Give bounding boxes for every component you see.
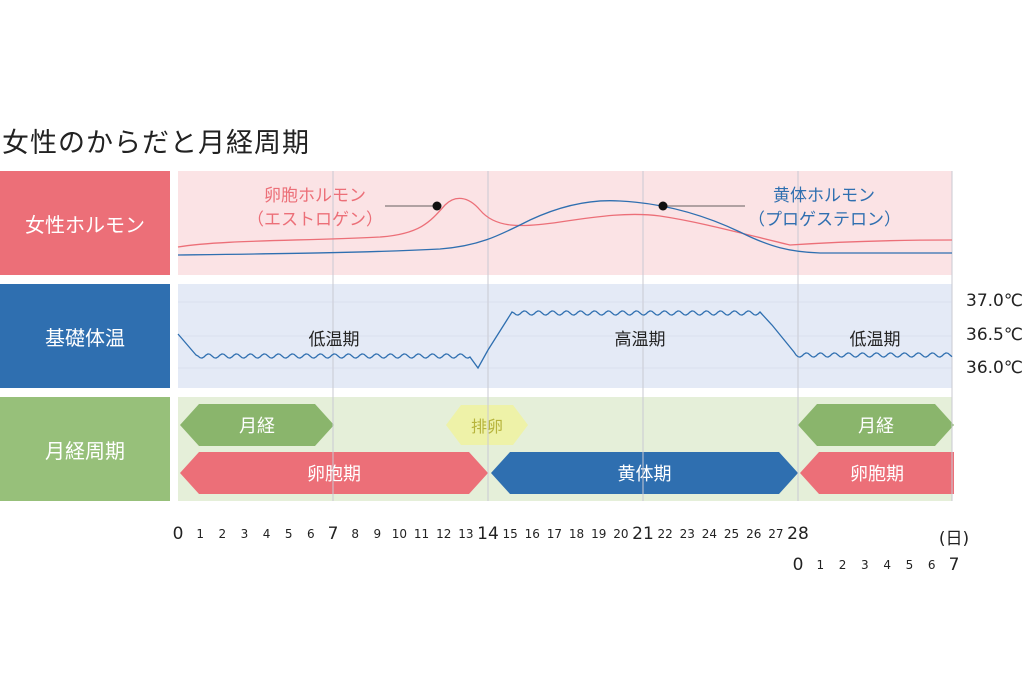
day-tick: 16 <box>524 527 540 541</box>
day-tick: 13 <box>458 527 474 541</box>
day-tick: 12 <box>436 527 452 541</box>
day-tick: 28 <box>787 524 809 544</box>
row-label-cycle: 月経周期 <box>0 397 170 501</box>
progesterone-curve <box>177 200 952 256</box>
day-tick: 21 <box>632 524 654 544</box>
temp-label-36-5: 36.5℃ <box>966 325 1023 345</box>
ovulation-label: 排卵 <box>470 417 503 436</box>
day-axis-unit: (日) <box>938 529 970 549</box>
hormone-panel <box>178 171 952 275</box>
day-tick-next: 7 <box>948 555 960 575</box>
day-tick: 19 <box>591 527 607 541</box>
day-tick: 8 <box>351 527 359 541</box>
day-tick-next: 2 <box>838 558 847 572</box>
day-tick: 7 <box>327 524 339 544</box>
day-tick: 4 <box>262 527 271 541</box>
page-title: 女性のからだと月経周期 <box>2 128 310 159</box>
day-tick: 22 <box>657 527 673 541</box>
day-tick-next: 4 <box>883 558 891 572</box>
estrogen-peak-dot <box>432 201 442 211</box>
day-tick: 3 <box>240 527 249 541</box>
day-tick: 26 <box>746 527 762 541</box>
day-tick: 14 <box>477 524 499 544</box>
temp-label-36: 36.0℃ <box>966 358 1023 378</box>
day-tick: 17 <box>546 527 563 541</box>
ovulation-arrow: 排卵 <box>446 405 528 445</box>
luteal-arrow: 黄体期 <box>491 452 798 494</box>
phase-low-2: 低温期 <box>849 330 901 350</box>
day-tick: 27 <box>768 527 784 541</box>
row-label-temperature: 基礎体温 <box>0 284 170 388</box>
day-tick-next: 1 <box>816 558 825 572</box>
day-tick: 0 <box>172 524 184 544</box>
day-tick-next: 0 <box>792 555 804 575</box>
menses-label-1: 月経 <box>239 416 275 437</box>
day-tick: 23 <box>679 527 695 541</box>
estrogen-label-line1: 卵胞ホルモン <box>264 186 366 206</box>
day-tick: 2 <box>218 527 227 541</box>
day-tick: 11 <box>413 527 430 541</box>
day-tick-next: 5 <box>905 558 914 572</box>
estrogen-label: 卵胞ホルモン （エストロゲン） <box>245 184 385 232</box>
menses-label-2: 月経 <box>858 416 894 437</box>
day-tick: 24 <box>701 527 718 541</box>
day-tick: 20 <box>613 527 629 541</box>
row-label-hormone: 女性ホルモン <box>0 171 170 275</box>
follicular-arrow-2: 卵胞期 <box>800 452 954 494</box>
day-tick: 6 <box>307 527 315 541</box>
day-tick: 1 <box>196 527 204 541</box>
day-tick: 9 <box>373 527 382 541</box>
progesterone-peak-dot <box>658 201 668 211</box>
temp-gridlines <box>178 301 952 369</box>
estrogen-label-line2: （エストロゲン） <box>247 210 383 230</box>
temp-label-37: 37.0℃ <box>966 291 1023 311</box>
follicular-label-2: 卵胞期 <box>850 464 904 485</box>
estrogen-curve <box>177 197 953 248</box>
progesterone-label-line2: （プロゲステロン） <box>748 210 901 230</box>
temperature-curve <box>177 310 953 370</box>
progesterone-label-line1: 黄体ホルモン <box>773 186 875 206</box>
day-tick: 15 <box>502 527 518 541</box>
luteal-label: 黄体期 <box>617 464 672 485</box>
day-tick: 5 <box>284 527 293 541</box>
day-tick: 18 <box>568 527 585 541</box>
day-tick-next: 3 <box>861 558 869 572</box>
day-tick-next: 6 <box>927 558 936 572</box>
day-tick: 10 <box>391 527 408 541</box>
menses-arrow-2: 月経 <box>798 404 954 446</box>
phase-high: 高温期 <box>614 330 666 350</box>
progesterone-label: 黄体ホルモン （プロゲステロン） <box>748 184 901 232</box>
follicular-label-1: 卵胞期 <box>307 464 361 485</box>
menses-arrow-1: 月経 <box>180 404 334 446</box>
follicular-arrow-1: 卵胞期 <box>180 452 488 494</box>
day-tick: 25 <box>723 527 740 541</box>
phase-low-1: 低温期 <box>308 330 360 350</box>
